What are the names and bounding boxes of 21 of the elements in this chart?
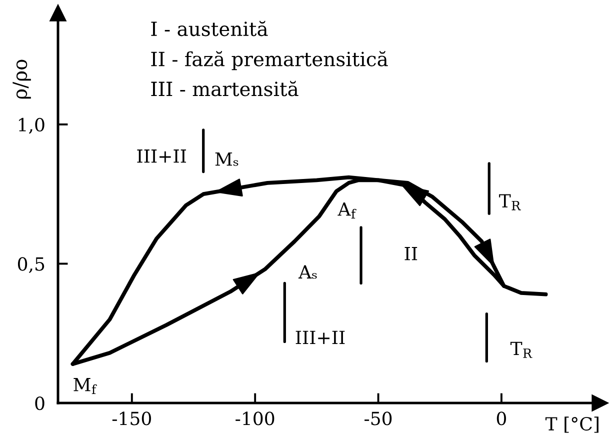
y-tick-label: 0 xyxy=(35,396,44,410)
y-tick-label: 0,5 xyxy=(18,257,44,274)
annotation: II - fază premartensitică xyxy=(151,51,388,70)
x-tick-label: 0 xyxy=(496,412,506,426)
y-tick-label: 1,0 xyxy=(18,118,44,134)
annotation: III+II xyxy=(137,150,186,163)
y-axis-title: ρ/ρo xyxy=(12,60,31,99)
annotation: T$_{R}$ xyxy=(510,342,532,358)
x-tick-label: -50 xyxy=(364,412,392,426)
annotation: A$_{f}$ xyxy=(338,202,356,218)
annotation: Mₛ xyxy=(215,152,238,166)
annotation: I - austenită xyxy=(151,20,268,36)
annotation: M$_{f}$ xyxy=(74,378,97,394)
x-tick-label: -150 xyxy=(112,412,151,426)
annotation: III+II xyxy=(296,330,345,344)
annotation: Aₛ xyxy=(298,265,317,279)
x-axis-title: T [°C] xyxy=(545,416,598,433)
x-tick-label: -100 xyxy=(236,412,274,426)
annotation: II xyxy=(404,247,418,260)
annotation: T$_{R}$ xyxy=(499,194,521,210)
annotation: III - martensită xyxy=(151,80,298,96)
